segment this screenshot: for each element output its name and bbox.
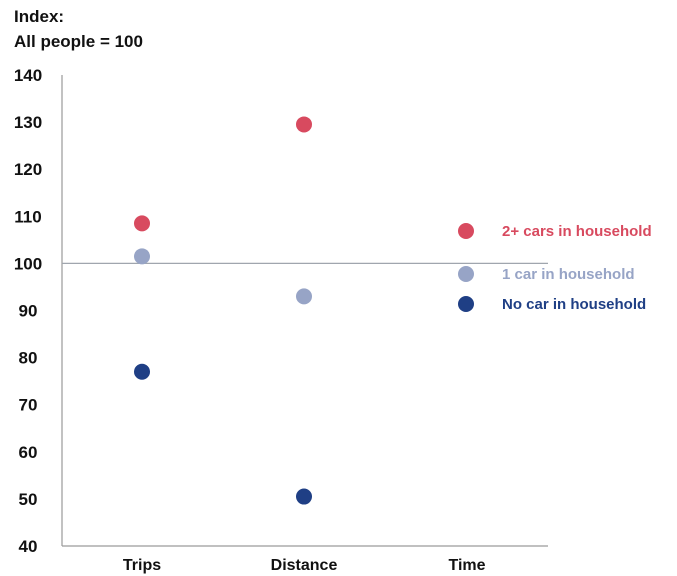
y-tick-label: 140: [14, 66, 42, 85]
x-axis-labels: Trips Distance Time: [123, 557, 486, 574]
y-axis-ticks: 140 130 120 110 100 90 80 70 60 50 40: [14, 66, 42, 556]
y-tick-label: 100: [14, 254, 42, 273]
x-category-label: Trips: [123, 557, 161, 574]
heading-line-2: All people = 100: [14, 32, 143, 51]
y-tick-label: 90: [19, 302, 38, 321]
data-point: [134, 363, 150, 380]
legend-label: No car in household: [502, 296, 646, 313]
legend-label: 1 car in household: [502, 266, 635, 283]
chart-heading: Index: All people = 100: [14, 7, 143, 51]
y-tick-label: 110: [14, 207, 41, 226]
data-point: [134, 248, 150, 265]
x-category-label: Time: [448, 557, 485, 574]
data-point: [296, 116, 312, 133]
data-points: [134, 116, 312, 505]
legend-label: 2+ cars in household: [502, 223, 652, 240]
x-category-label: Distance: [271, 557, 338, 574]
legend: 2+ cars in household 1 car in household No…: [458, 223, 652, 313]
heading-line-1: Index:: [14, 7, 64, 26]
y-tick-label: 50: [19, 490, 38, 509]
y-tick-label: 70: [19, 396, 38, 415]
y-tick-label: 80: [19, 349, 38, 368]
data-point: [134, 215, 150, 232]
data-point: [296, 488, 312, 505]
y-tick-label: 60: [19, 443, 38, 462]
legend-marker: [458, 223, 474, 239]
y-tick-label: 40: [19, 537, 38, 556]
y-tick-label: 120: [14, 160, 42, 179]
y-tick-label: 130: [14, 113, 42, 132]
legend-marker: [458, 266, 474, 282]
legend-marker: [458, 296, 474, 312]
data-point: [296, 288, 312, 305]
